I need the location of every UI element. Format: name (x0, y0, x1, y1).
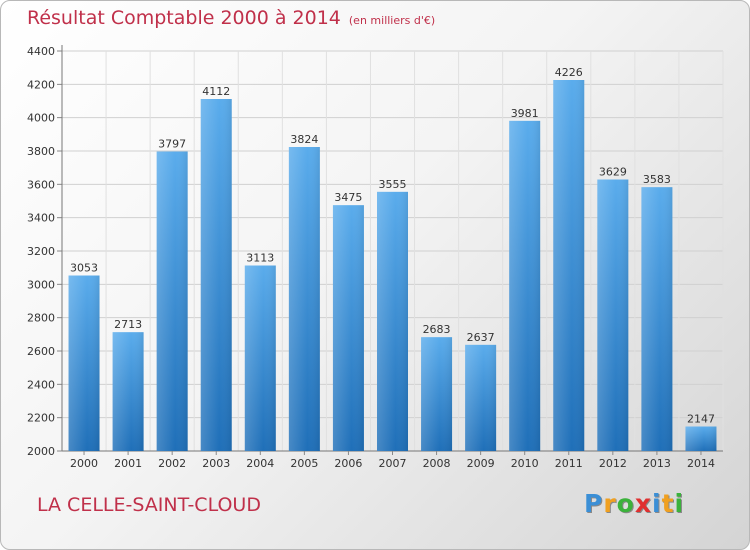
bar-shine (597, 179, 629, 451)
data-label: 4112 (202, 85, 230, 98)
city-name: LA CELLE-SAINT-CLOUD (37, 494, 261, 516)
y-tick-label: 2400 (27, 378, 55, 391)
data-label: 2637 (467, 331, 495, 344)
y-tick-label: 3200 (27, 245, 55, 258)
data-label: 2147 (687, 413, 715, 426)
proxiti-logo: Proxiti (584, 489, 684, 518)
data-label: 3475 (334, 191, 362, 204)
y-tick-label: 2800 (27, 312, 55, 325)
data-label: 3555 (379, 178, 407, 191)
data-label: 4226 (555, 66, 583, 79)
y-tick-label: 4200 (27, 78, 55, 91)
label-layer: 2000 2200 2400 2600 2800 3000 3200 3400 3600 3800… (27, 45, 715, 470)
bar-shine (465, 344, 497, 451)
data-label: 3981 (511, 107, 539, 120)
logo-letter: i (674, 489, 685, 518)
bar-shine (200, 99, 232, 451)
x-tick-label: 2006 (334, 457, 362, 470)
x-tick-label: 2013 (643, 457, 671, 470)
data-label: 2683 (423, 323, 451, 336)
y-tick-label: 3400 (27, 212, 55, 225)
x-tick-label: 2004 (246, 457, 274, 470)
y-tick-label: 3000 (27, 278, 55, 291)
x-tick-label: 2014 (687, 457, 715, 470)
logo-letter: i (652, 489, 662, 518)
x-tick-label: 2007 (379, 457, 407, 470)
data-label: 2713 (114, 318, 142, 331)
x-tick-label: 2005 (290, 457, 318, 470)
bar-shine (156, 151, 188, 451)
x-tick-label: 2001 (114, 457, 142, 470)
y-tick-label: 2000 (27, 445, 55, 458)
x-tick-label: 2009 (467, 457, 495, 470)
bar-shine (377, 191, 408, 452)
logo-letter: P (584, 489, 604, 518)
bar-shine (553, 80, 585, 451)
logo-letter: o (616, 489, 635, 518)
y-tick-label: 4000 (27, 112, 55, 125)
bar-shine (112, 332, 144, 451)
data-label: 3053 (70, 262, 98, 275)
logo-letter: x (634, 489, 652, 518)
x-tick-label: 2000 (70, 457, 98, 470)
logo-letter: r (603, 489, 617, 518)
y-tick-label: 2600 (27, 345, 55, 358)
bar-shine (68, 275, 100, 451)
bar-layer (68, 80, 717, 452)
data-label: 3824 (290, 133, 318, 146)
x-tick-label: 2011 (555, 457, 583, 470)
x-tick-label: 2003 (202, 457, 230, 470)
data-label: 3583 (643, 173, 671, 186)
x-tick-label: 2010 (511, 457, 539, 470)
data-label: 3797 (158, 138, 186, 151)
y-tick-label: 3600 (27, 178, 55, 191)
bar-shine (332, 205, 364, 451)
bar-shine (641, 187, 673, 451)
data-label: 3629 (599, 166, 627, 179)
logo-letter: t (661, 489, 675, 518)
bar-shine (509, 120, 541, 451)
y-tick-label: 4400 (27, 45, 55, 58)
x-tick-label: 2008 (423, 457, 451, 470)
bar-shine (288, 147, 320, 451)
chart-title: Résultat Comptable 2000 à 2014 (en millie… (27, 7, 435, 29)
bar-shine (685, 426, 717, 451)
bar-chart: 2000 2200 2400 2600 2800 3000 3200 3400 3600 3800… (27, 45, 724, 470)
data-label: 3113 (246, 252, 274, 265)
y-tick-label: 2200 (27, 412, 55, 425)
x-tick-label: 2012 (599, 457, 627, 470)
x-tick-label: 2002 (158, 457, 186, 470)
y-tick-label: 3800 (27, 145, 55, 158)
chart-unit: (en milliers d'€) (348, 14, 436, 27)
bar-shine (421, 337, 453, 451)
chart-title-text: Résultat Comptable 2000 à 2014 (27, 7, 341, 29)
bar-shine (244, 265, 276, 451)
